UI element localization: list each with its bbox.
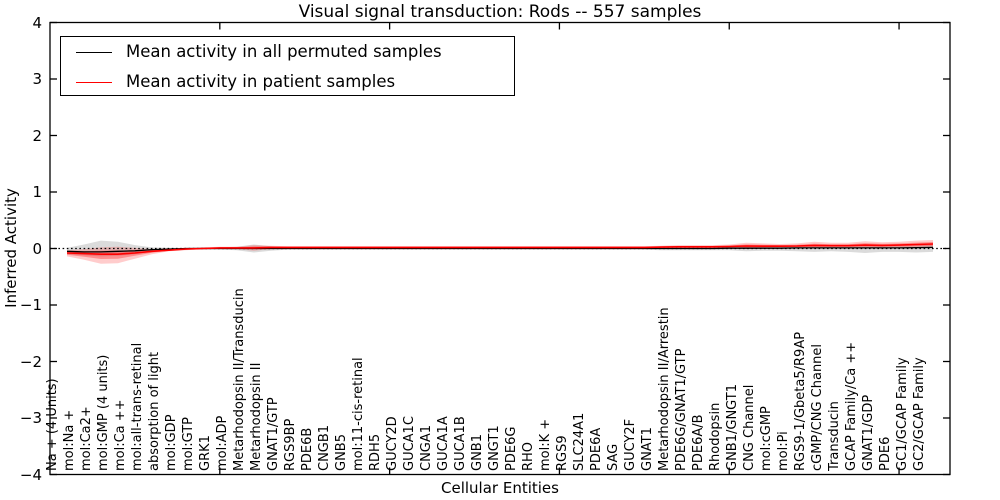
x-category-label: mol:cGMP xyxy=(758,406,774,471)
x-category-label: GNAT1 xyxy=(639,427,655,471)
x-category-label: GUCA1A xyxy=(436,416,452,471)
y-tick-label: 0 xyxy=(32,239,42,258)
patient-mean-line xyxy=(66,243,934,255)
legend-label-patient: Mean activity in patient samples xyxy=(126,72,396,91)
x-category-label: CNG Channel xyxy=(741,384,757,471)
x-category-label: Metarhodopsin II/Arrestin xyxy=(656,307,672,471)
y-tick-label: 2 xyxy=(32,126,42,145)
y-tick-label: −1 xyxy=(19,296,42,314)
x-category-label: CNGA1 xyxy=(419,424,435,471)
x-category-label: GNAT1/GDP xyxy=(860,394,876,471)
x-category-label: GRK1 xyxy=(198,435,214,471)
x-category-label: SAG xyxy=(605,443,621,471)
y-tick-label: −2 xyxy=(19,352,42,371)
x-category-label: GNB1/GNGT1 xyxy=(724,384,740,471)
legend: Mean activity in all permuted samples Me… xyxy=(60,36,515,96)
x-category-label: RHO xyxy=(520,441,536,471)
x-category-label: PDE6A/B xyxy=(690,414,706,471)
x-category-label: PDE6 xyxy=(877,436,893,471)
x-category-label: GC2/GCAP Family xyxy=(911,357,927,471)
x-axis-label: Cellular Entities xyxy=(441,479,559,497)
x-category-label: mol:Pi xyxy=(775,431,791,471)
x-category-label: Metarhodopsin II xyxy=(249,362,265,471)
x-category-label: GCAP Family/Ca ++ xyxy=(843,341,859,471)
x-category-label: GNB1 xyxy=(470,434,485,471)
x-category-label: cGMP/CNG Channel xyxy=(809,343,825,471)
y-tick-label: −3 xyxy=(19,409,42,427)
x-category-label: PDE6B xyxy=(300,427,316,471)
x-category-label: mol:Ca ++ xyxy=(113,399,129,471)
x-category-label: absorption of light xyxy=(147,351,163,471)
x-category-label: mol:GMP (4 units) xyxy=(96,354,112,471)
x-category-label: mol:Ca2+ xyxy=(79,406,95,471)
x-category-label: mol:K + xyxy=(537,418,553,471)
y-tick-label: 4 xyxy=(32,13,42,32)
x-category-label: GNAT1/GTP xyxy=(266,397,282,471)
x-category-label: mol:ADP xyxy=(215,415,231,471)
x-category-label: Transducin xyxy=(826,401,842,471)
x-category-label: RGS9BP xyxy=(283,418,299,471)
x-category-label: Metarhodopsin II/Transducin xyxy=(232,288,248,471)
x-category-label: PDE6A xyxy=(588,427,604,471)
x-category-label: mol:GTP xyxy=(181,417,197,471)
x-category-label: GUCA1C xyxy=(402,416,418,471)
x-category-label: RGS9-1/Gbeta5/R9AP xyxy=(792,331,808,471)
x-category-label: Rhodopsin xyxy=(707,402,723,471)
x-category-label: RGS9 xyxy=(554,435,570,471)
legend-line-permuted xyxy=(76,52,112,53)
y-tick-label: 3 xyxy=(32,70,42,88)
x-category-label: GUCY2D xyxy=(385,416,401,471)
x-category-label: GUCA1B xyxy=(453,416,469,471)
x-category-label: mol:all-trans-retinal xyxy=(130,342,146,471)
legend-line-patient xyxy=(76,82,112,83)
x-category-label: mol:Na + xyxy=(62,409,78,471)
x-category-label: SLC24A1 xyxy=(571,412,587,471)
x-category-label: GNGT1 xyxy=(486,425,502,471)
x-category-label: CNGB1 xyxy=(317,424,333,471)
x-category-label: PDE6G/GNAT1/GTP xyxy=(673,348,689,471)
x-category-label: mol:GDP xyxy=(164,414,180,471)
x-category-label: RDH5 xyxy=(368,433,384,471)
legend-label-permuted: Mean activity in all permuted samples xyxy=(126,42,442,61)
x-category-label: Na + (4 Units) xyxy=(45,378,61,471)
chart-title: Visual signal transduction: Rods -- 557 … xyxy=(298,2,702,22)
x-category-label: GNB5 xyxy=(334,434,350,471)
x-category-label: GC1/GCAP Family xyxy=(894,357,910,471)
x-category-label: GUCY2F xyxy=(622,418,638,471)
y-tick-label: 1 xyxy=(32,183,42,201)
patient-band xyxy=(67,240,933,264)
x-category-label: PDE6G xyxy=(503,426,519,471)
y-tick-label: −4 xyxy=(19,465,42,484)
x-category-label: mol:11-cis-retinal xyxy=(351,357,367,471)
